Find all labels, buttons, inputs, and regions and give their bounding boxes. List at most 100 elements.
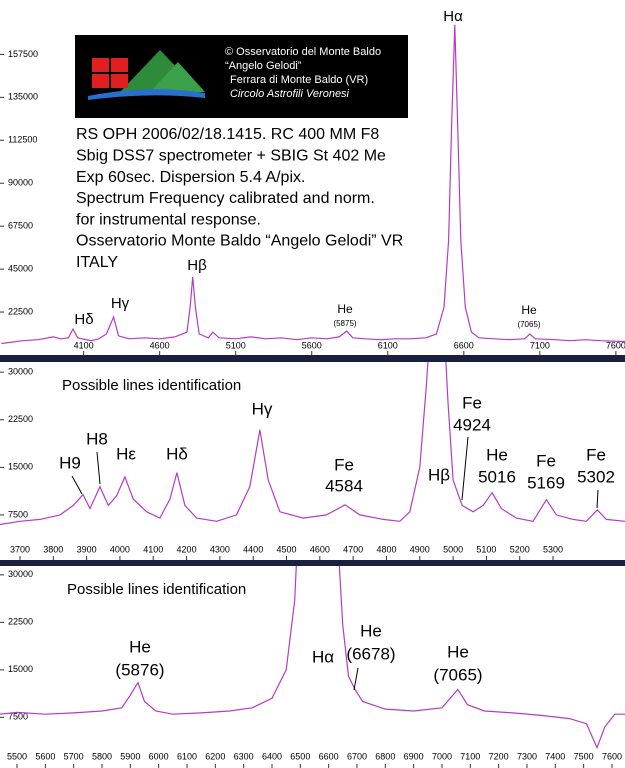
panel-separator [0, 560, 625, 566]
x-tick-label: 6900 [404, 751, 424, 761]
line-label: He [337, 302, 353, 316]
line-label: Hα [312, 647, 334, 666]
line-label: H8 [86, 429, 108, 448]
x-tick-label: 6100 [378, 340, 398, 350]
note-line: RS OPH 2006/02/18.1415. RC 400 MM F8 [76, 126, 379, 143]
x-tick-label: 4500 [276, 544, 296, 554]
note-line: for instrumental response. [76, 211, 261, 228]
line-label: Fe [334, 455, 354, 474]
logo-text: Circolo Astrofili Veronesi [230, 88, 350, 100]
y-tick-label: 7500 [8, 712, 28, 722]
spectrum-line [0, 362, 625, 526]
x-tick-label: 3900 [77, 544, 97, 554]
line-label: Hβ [428, 465, 450, 484]
y-tick-label: 7500 [8, 509, 28, 519]
y-tick-label: 157500 [8, 49, 38, 59]
line-label: Fe [586, 445, 606, 464]
x-tick-label: 3700 [10, 544, 30, 554]
x-tick-label: 4800 [376, 544, 396, 554]
line-label: He [521, 303, 537, 317]
pointer [353, 667, 359, 691]
x-tick-label: 7100 [460, 751, 480, 761]
x-tick-label: 5200 [510, 544, 530, 554]
x-tick-label: 7600 [602, 751, 622, 761]
line-label: Fe [462, 393, 482, 412]
x-tick-label: 6000 [149, 751, 169, 761]
x-tick-label: 4900 [410, 544, 430, 554]
line-label: (5876) [115, 660, 164, 679]
spectrum-line [1, 24, 625, 345]
y-tick-label: 67500 [8, 221, 33, 231]
y-tick-label: 135000 [8, 92, 38, 102]
x-tick-label: 5100 [226, 340, 246, 350]
y-tick-label: 15000 [8, 664, 33, 674]
x-tick-label: 5600 [35, 751, 55, 761]
logo-text: “Angelo Gelodi” [225, 60, 302, 72]
x-tick-label: 5300 [543, 544, 563, 554]
line-label: Hβ [187, 257, 207, 274]
y-tick-label: 22500 [8, 306, 33, 316]
line-label: 4924 [453, 415, 491, 434]
x-tick-label: 7100 [530, 340, 550, 350]
logo-mountain [150, 62, 205, 92]
logo-water [88, 89, 205, 100]
x-tick-label: 7000 [432, 751, 452, 761]
panel-separator [0, 355, 625, 362]
line-label: (5875) [333, 319, 356, 328]
y-tick-label: 45000 [8, 263, 33, 273]
pointer [461, 436, 469, 501]
line-label: 5016 [478, 467, 516, 486]
line-label: Fe [536, 451, 556, 470]
x-tick-label: 5600 [302, 340, 322, 350]
line-label: (7065) [517, 320, 540, 329]
x-tick-label: 4300 [210, 544, 230, 554]
y-tick-label: 90000 [8, 178, 33, 188]
x-tick-label: 6700 [347, 751, 367, 761]
line-label: He [129, 637, 151, 656]
x-tick-label: 6600 [454, 340, 474, 350]
x-tick-label: 7300 [517, 751, 537, 761]
logo [75, 35, 408, 118]
note-line: Spectrum Frequency calibrated and norm. [76, 190, 375, 207]
x-tick-label: 4700 [343, 544, 363, 554]
line-label: He [486, 445, 508, 464]
line-label: 5169 [527, 473, 565, 492]
x-tick-label: 7600 [606, 340, 625, 350]
x-tick-label: 5900 [120, 751, 140, 761]
x-tick-label: 4200 [177, 544, 197, 554]
x-tick-label: 4100 [74, 340, 94, 350]
pointer [71, 475, 83, 495]
x-tick-label: 6200 [205, 751, 225, 761]
x-tick-label: 5100 [476, 544, 496, 554]
x-tick-label: 5800 [92, 751, 112, 761]
x-tick-label: 6800 [375, 751, 395, 761]
panel-title: Possible lines identification [62, 377, 241, 394]
x-tick-label: 3800 [43, 544, 63, 554]
logo-text: © Osservatorio del Monte Baldo [225, 46, 381, 58]
y-tick-label: 22500 [8, 617, 33, 627]
y-tick-label: 22500 [8, 414, 33, 424]
line-label: He [360, 621, 382, 640]
line-label: He [447, 642, 469, 661]
y-tick-label: 30000 [8, 367, 33, 377]
x-tick-label: 4600 [310, 544, 330, 554]
note-line: Exp 60sec. Dispersion 5.4 A/pix. [76, 169, 305, 186]
line-label: Hδ [166, 444, 188, 463]
line-label: 5302 [577, 467, 615, 486]
line-label: Hγ [111, 295, 130, 312]
y-tick-label: 15000 [8, 462, 33, 472]
line-label: Hδ [74, 311, 93, 328]
line-label: (7065) [433, 665, 482, 684]
x-tick-label: 4400 [243, 544, 263, 554]
line-label: Hε [116, 444, 136, 463]
logo-text: Ferrara di Monte Baldo (VR) [230, 74, 368, 86]
x-tick-label: 6400 [262, 751, 282, 761]
x-tick-label: 7400 [545, 751, 565, 761]
x-tick-label: 6300 [234, 751, 254, 761]
x-tick-label: 6100 [177, 751, 197, 761]
note-line: Osservatorio Monte Baldo “Angelo Gelodi”… [76, 233, 403, 250]
x-tick-label: 6500 [290, 751, 310, 761]
x-tick-label: 7200 [489, 751, 509, 761]
